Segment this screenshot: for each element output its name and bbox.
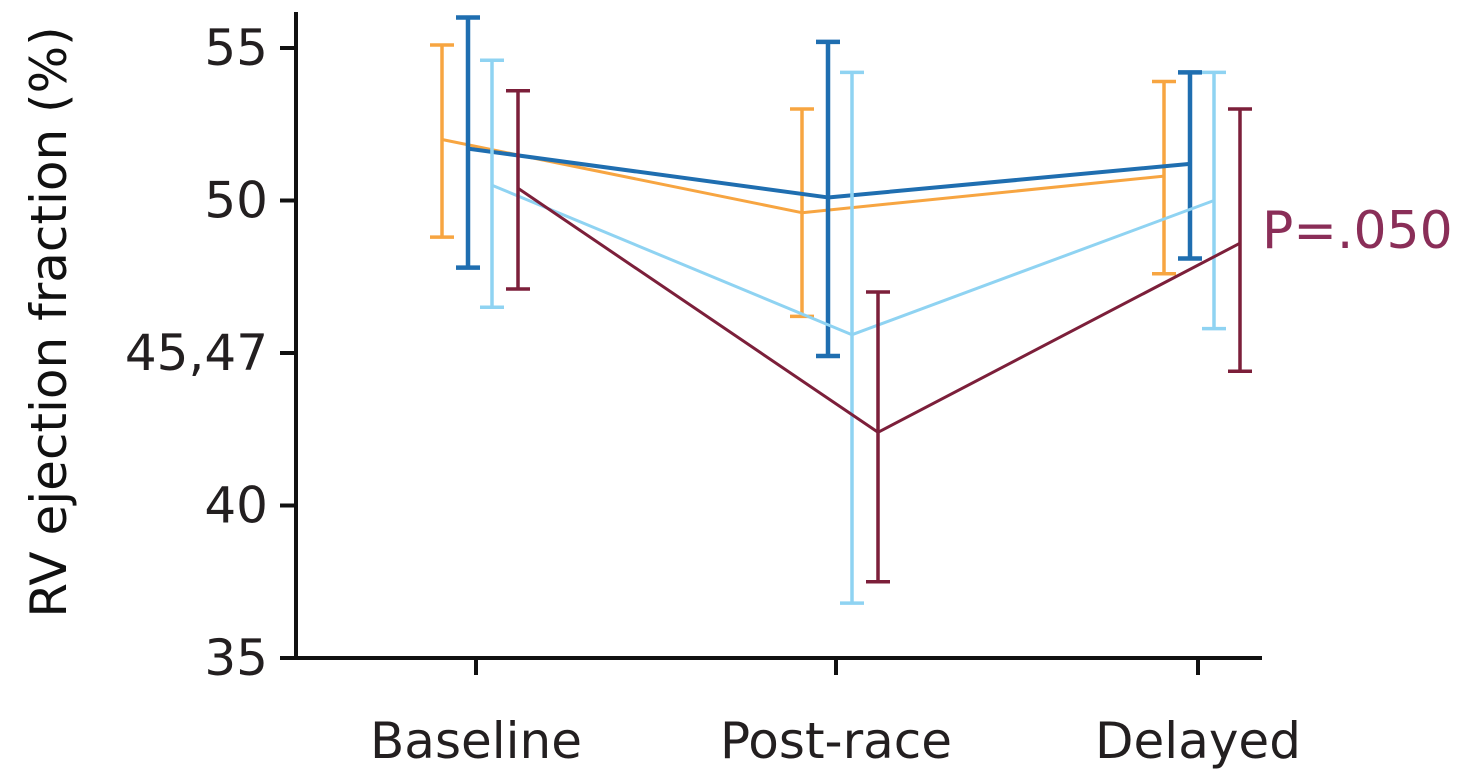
y-tick-label: 50 bbox=[204, 172, 268, 230]
p-value-annotation: P=.050 bbox=[1262, 201, 1453, 261]
series-4 bbox=[506, 88, 1252, 584]
y-ticks: 55 50 45,47 40 35 bbox=[125, 19, 296, 687]
x-tick-label: Post-race bbox=[720, 712, 952, 770]
series-layer bbox=[430, 15, 1252, 605]
annotation-layer: P=.050 bbox=[1262, 201, 1453, 261]
y-tick-label: 55 bbox=[204, 19, 268, 77]
x-tick-label: Delayed bbox=[1095, 712, 1301, 770]
y-tick-label: 35 bbox=[204, 629, 268, 687]
series-3 bbox=[480, 58, 1226, 605]
y-tick-label: 45,47 bbox=[125, 324, 268, 382]
series-2 bbox=[456, 15, 1202, 359]
y-tick-label: 40 bbox=[204, 477, 268, 535]
series-1 bbox=[430, 43, 1176, 319]
x-ticks: Baseline Post-race Delayed bbox=[370, 658, 1301, 770]
x-tick-label: Baseline bbox=[370, 712, 582, 770]
y-axis-title: RV ejection fraction (%) bbox=[20, 26, 78, 617]
